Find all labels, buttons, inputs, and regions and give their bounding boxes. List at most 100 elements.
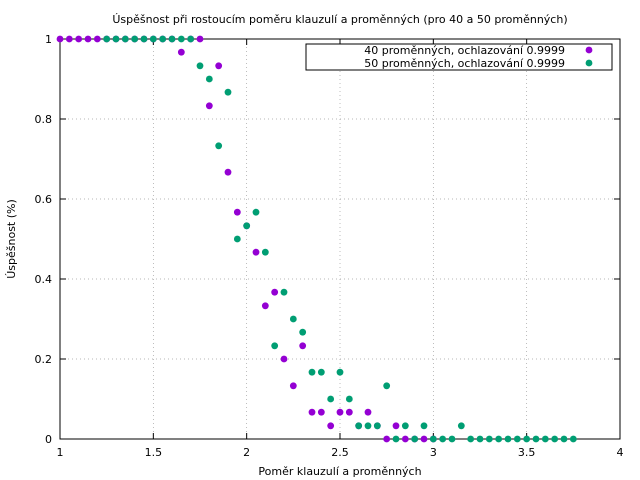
data-point: [457, 422, 465, 430]
data-point: [224, 88, 232, 96]
data-point: [215, 142, 223, 150]
data-point: [392, 435, 400, 443]
y-tick-label: 0.8: [35, 113, 53, 126]
x-tick-label: 3: [430, 446, 437, 459]
legend-marker-1: [585, 46, 593, 54]
data-point: [233, 235, 241, 243]
data-point: [476, 435, 484, 443]
data-point: [299, 328, 307, 336]
data-point: [93, 35, 101, 43]
data-point: [336, 368, 344, 376]
data-point: [355, 422, 363, 430]
data-point: [429, 435, 437, 443]
data-point: [541, 435, 549, 443]
data-point: [177, 35, 185, 43]
y-tick-label: 0.2: [35, 353, 53, 366]
data-point: [289, 315, 297, 323]
data-point: [569, 435, 577, 443]
data-point: [271, 288, 279, 296]
y-tick-label: 0: [45, 433, 52, 446]
data-point: [420, 435, 428, 443]
data-point: [84, 35, 92, 43]
data-point: [308, 408, 316, 416]
y-tick-label: 0.6: [35, 193, 53, 206]
legend-label-1: 40 proměnných, ochlazování 0.9999: [364, 44, 565, 57]
data-point: [383, 382, 391, 390]
data-point: [289, 382, 297, 390]
data-point: [364, 422, 372, 430]
data-point: [159, 35, 167, 43]
x-tick-label: 4: [617, 446, 624, 459]
data-point: [261, 248, 269, 256]
y-axis-label: Úspěšnost (%): [5, 199, 18, 279]
data-point: [65, 35, 73, 43]
data-point: [112, 35, 120, 43]
data-points: [56, 35, 577, 443]
series-2: [103, 35, 577, 443]
data-point: [252, 248, 260, 256]
data-point: [121, 35, 129, 43]
y-tick-label: 0.4: [35, 273, 53, 286]
x-tick-label: 1.5: [145, 446, 163, 459]
data-point: [392, 422, 400, 430]
data-point: [383, 435, 391, 443]
data-point: [177, 48, 185, 56]
legend-marker-2: [585, 59, 593, 67]
data-point: [327, 395, 335, 403]
data-point: [103, 35, 111, 43]
data-point: [140, 35, 148, 43]
data-point: [411, 435, 419, 443]
data-point: [345, 408, 353, 416]
data-point: [439, 435, 447, 443]
grid-lines: [60, 39, 620, 439]
data-point: [327, 422, 335, 430]
data-point: [196, 62, 204, 70]
x-tick-label: 1: [57, 446, 64, 459]
chart-title: Úspěšnost při rostoucím poměru klauzulí …: [112, 13, 567, 26]
data-point: [467, 435, 475, 443]
data-point: [401, 435, 409, 443]
data-point: [420, 422, 428, 430]
data-point: [131, 35, 139, 43]
data-point: [532, 435, 540, 443]
data-point: [485, 435, 493, 443]
data-point: [504, 435, 512, 443]
data-point: [523, 435, 531, 443]
data-point: [215, 62, 223, 70]
data-point: [168, 35, 176, 43]
data-point: [261, 302, 269, 310]
x-tick-label: 2: [243, 446, 250, 459]
data-point: [345, 395, 353, 403]
legend-label-2: 50 proměnných, ochlazování 0.9999: [364, 57, 565, 70]
data-point: [149, 35, 157, 43]
x-tick-label: 3.5: [518, 446, 536, 459]
data-point: [317, 368, 325, 376]
data-point: [243, 222, 251, 230]
data-point: [317, 408, 325, 416]
data-point: [299, 342, 307, 350]
data-point: [205, 102, 213, 110]
data-point: [495, 435, 503, 443]
data-point: [560, 435, 568, 443]
data-point: [271, 342, 279, 350]
data-point: [252, 208, 260, 216]
data-point: [401, 422, 409, 430]
x-tick-label: 2.5: [331, 446, 349, 459]
y-tick-label: 1: [45, 33, 52, 46]
data-point: [308, 368, 316, 376]
data-point: [364, 408, 372, 416]
axis-ticks: 1 1.5 2 2.5 3 3.5 4 0 0.2 0.4 0.6 0.8 1: [35, 33, 624, 459]
data-point: [75, 35, 83, 43]
data-point: [224, 168, 232, 176]
data-point: [336, 408, 344, 416]
data-point: [56, 35, 64, 43]
legend-box: [305, 43, 613, 71]
data-point: [280, 288, 288, 296]
data-point: [233, 208, 241, 216]
data-point: [280, 355, 288, 363]
data-point: [187, 35, 195, 43]
data-point: [196, 35, 204, 43]
data-point: [373, 422, 381, 430]
